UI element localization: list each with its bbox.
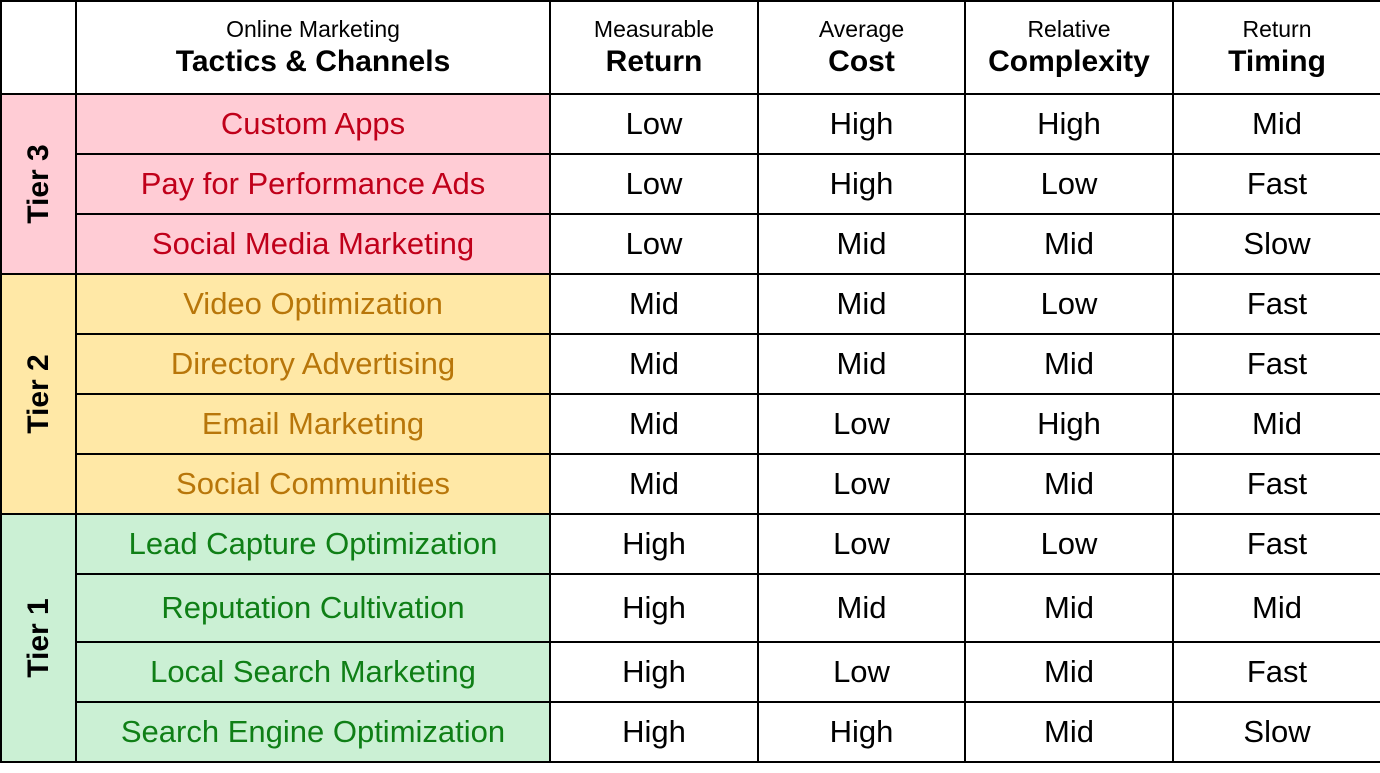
tactic-name: Social Communities — [75, 453, 551, 515]
timing-value: Mid — [1172, 93, 1380, 155]
return-value: Mid — [549, 393, 759, 455]
return-value: Mid — [549, 333, 759, 395]
return-value: Mid — [549, 453, 759, 515]
return-value: High — [549, 701, 759, 763]
return-header-bottom: Return — [605, 44, 703, 78]
return-header: Measurable Return — [549, 0, 759, 95]
complexity-value: Mid — [964, 641, 1174, 703]
timing-header: Return Timing — [1172, 0, 1380, 95]
return-value: Mid — [549, 273, 759, 335]
complexity-header-bottom: Complexity — [988, 44, 1150, 78]
table-row: Directory Advertising Mid Mid Mid Fast — [1, 333, 1380, 395]
return-value: High — [549, 641, 759, 703]
complexity-value: Mid — [964, 573, 1174, 643]
timing-value: Fast — [1172, 453, 1380, 515]
cost-value: Low — [757, 513, 966, 575]
tactic-name: Pay for Performance Ads — [75, 153, 551, 215]
tier-cell: Tier 2 — [0, 273, 77, 515]
cost-value: Mid — [757, 213, 966, 275]
complexity-value: Mid — [964, 701, 1174, 763]
tier-cell: Tier 3 — [0, 93, 77, 275]
tier-label: Tier 2 — [21, 354, 55, 434]
complexity-header-top: Relative — [1027, 15, 1111, 42]
tier-label: Tier 3 — [21, 144, 55, 224]
timing-value: Mid — [1172, 573, 1380, 643]
header-row: Online Marketing Tactics & Channels Meas… — [0, 0, 1380, 95]
complexity-value: Low — [964, 513, 1174, 575]
cost-value: Low — [757, 453, 966, 515]
table-row: Tier 3 Custom Apps Low High High Mid — [0, 93, 1380, 275]
complexity-value: Mid — [964, 453, 1174, 515]
table-row: Pay for Performance Ads Low High Low Fast — [1, 153, 1380, 215]
return-value: Low — [549, 93, 759, 155]
complexity-value: High — [964, 393, 1174, 455]
table-row: Search Engine Optimization High High Mid Slo… — [1, 701, 1380, 763]
tactic-name: Local Search Marketing — [75, 641, 551, 703]
return-value: High — [549, 513, 759, 575]
cost-value: Mid — [757, 333, 966, 395]
tactic-name: Lead Capture Optimization — [75, 513, 551, 575]
tactic-name: Social Media Marketing — [75, 213, 551, 275]
table-row: Tier 2 Video Optimization Mid Mid Low Fast — [0, 273, 1380, 515]
timing-value: Fast — [1172, 153, 1380, 215]
timing-value: Fast — [1172, 333, 1380, 395]
complexity-value: Low — [964, 153, 1174, 215]
cost-value: High — [757, 153, 966, 215]
cost-value: Low — [757, 641, 966, 703]
return-value: Low — [549, 153, 759, 215]
timing-value: Slow — [1172, 213, 1380, 275]
tactic-name: Reputation Cultivation — [75, 573, 551, 643]
complexity-value: Mid — [964, 333, 1174, 395]
complexity-value: Low — [964, 273, 1174, 335]
cost-value: Mid — [757, 273, 966, 335]
tactic-name: Email Marketing — [75, 393, 551, 455]
cost-value: Mid — [757, 573, 966, 643]
corner-cell — [0, 0, 77, 95]
table-row: Local Search Marketing High Low Mid Fast — [1, 641, 1380, 703]
timing-header-top: Return — [1242, 15, 1312, 42]
tactic-header-bottom: Tactics & Channels — [175, 44, 451, 78]
tier-label: Tier 1 — [21, 598, 55, 678]
complexity-value: High — [964, 93, 1174, 155]
cost-header-top: Average — [818, 15, 905, 42]
tactic-header-top: Online Marketing — [226, 15, 400, 42]
tactic-header: Online Marketing Tactics & Channels — [75, 0, 551, 95]
tactic-name: Video Optimization — [75, 273, 551, 335]
cost-value: Low — [757, 393, 966, 455]
return-header-top: Measurable — [593, 15, 715, 42]
timing-value: Slow — [1172, 701, 1380, 763]
tier-cell: Tier 1 — [0, 513, 77, 763]
cost-value: High — [757, 701, 966, 763]
timing-header-bottom: Timing — [1228, 44, 1326, 78]
cost-header: Average Cost — [757, 0, 966, 95]
complexity-value: Mid — [964, 213, 1174, 275]
tactic-name: Search Engine Optimization — [75, 701, 551, 763]
timing-value: Mid — [1172, 393, 1380, 455]
tactic-name: Directory Advertising — [75, 333, 551, 395]
cost-header-bottom: Cost — [828, 44, 895, 78]
timing-value: Fast — [1172, 273, 1380, 335]
table-row: Email Marketing Mid Low High Mid — [1, 393, 1380, 455]
table-row: Social Communities Mid Low Mid Fast — [1, 453, 1380, 515]
tactic-name: Custom Apps — [75, 93, 551, 155]
return-value: Low — [549, 213, 759, 275]
timing-value: Fast — [1172, 513, 1380, 575]
cost-value: High — [757, 93, 966, 155]
table-row: Reputation Cultivation High Mid Mid Mid — [1, 573, 1380, 643]
timing-value: Fast — [1172, 641, 1380, 703]
table-row: Tier 1 Lead Capture Optimization High Low Lo… — [0, 513, 1380, 763]
return-value: High — [549, 573, 759, 643]
complexity-header: Relative Complexity — [964, 0, 1174, 95]
table-row: Social Media Marketing Low Mid Mid Slow — [1, 213, 1380, 275]
